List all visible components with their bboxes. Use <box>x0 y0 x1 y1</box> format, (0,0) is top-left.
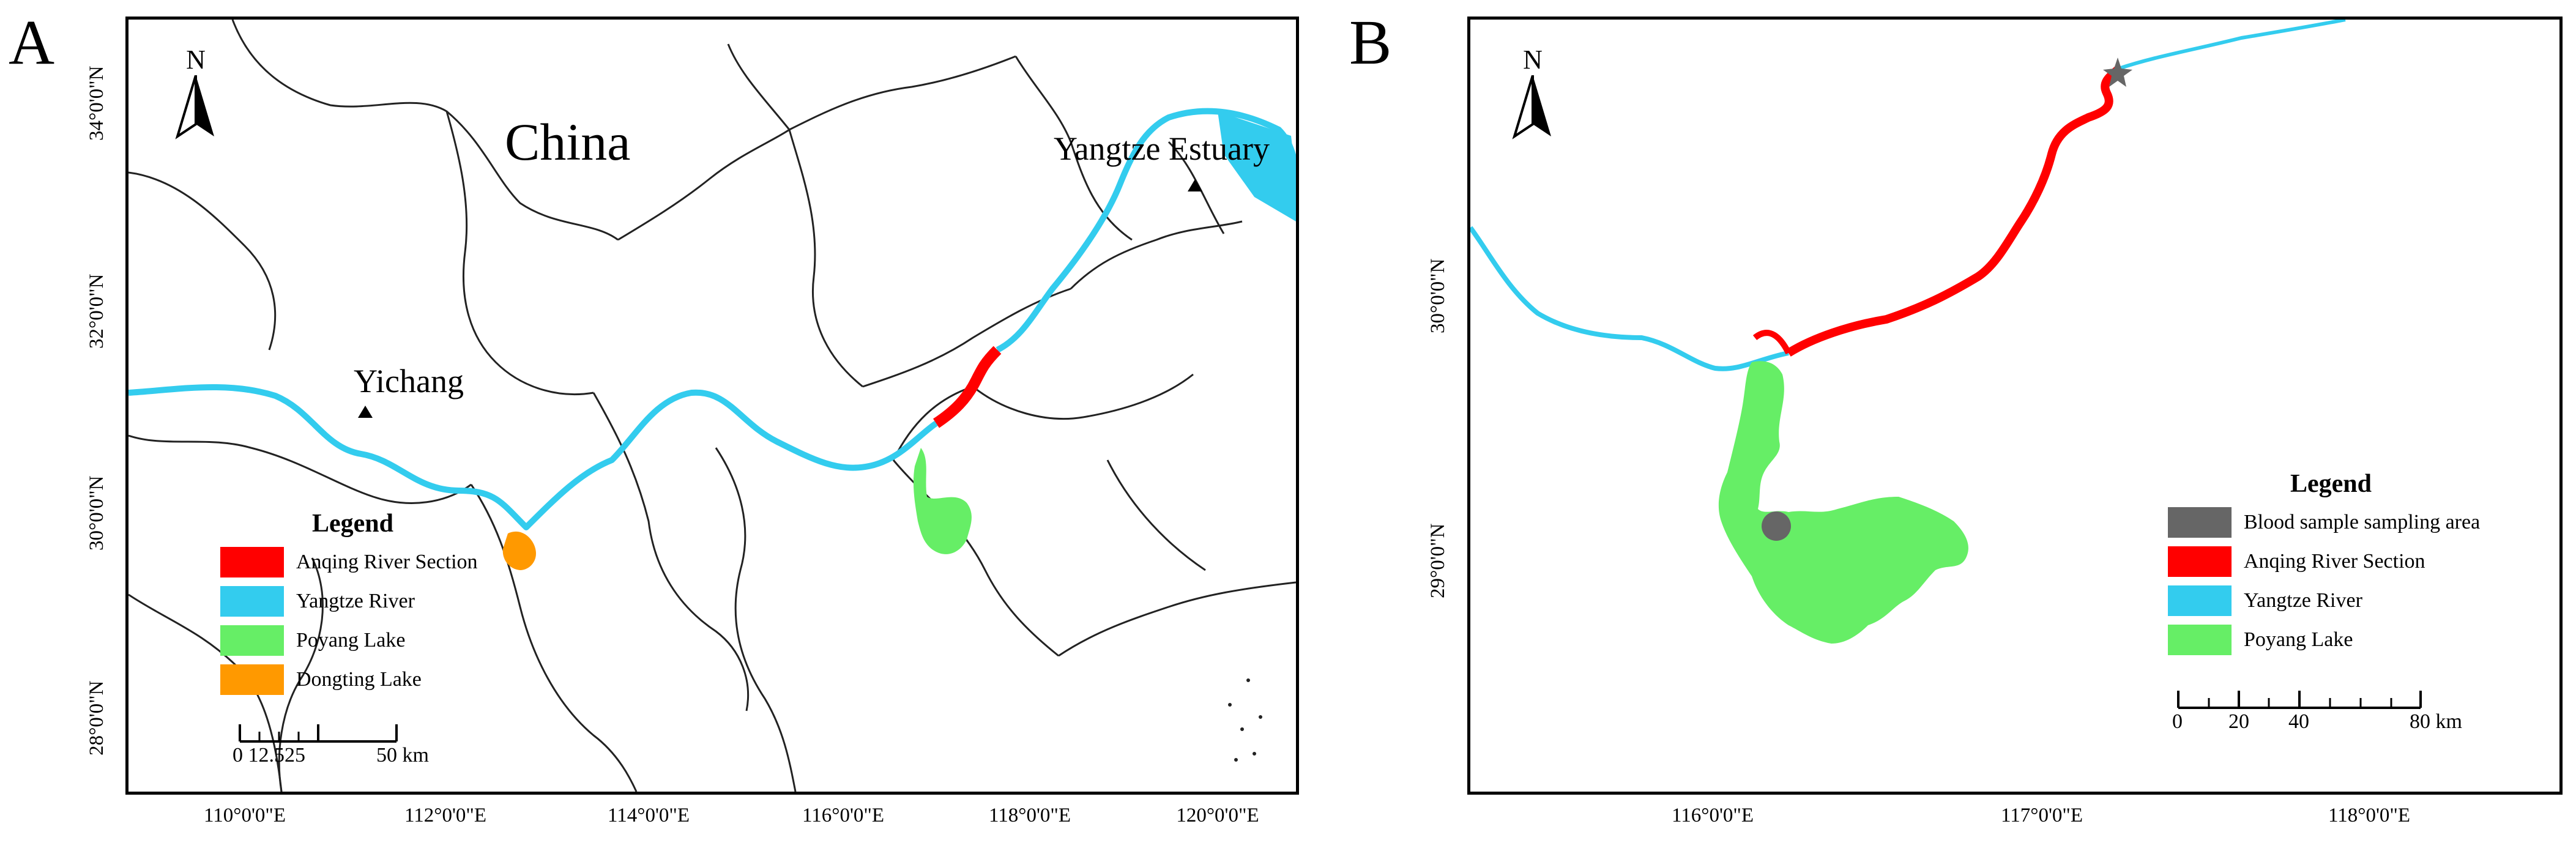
scalebar-a-ticks <box>239 724 398 743</box>
swatch-poyang <box>220 625 284 656</box>
a-y-tick: 32°0'0"N <box>86 273 108 349</box>
china-label: China <box>505 113 631 171</box>
estuary-label: Yangtze Estuary <box>1054 130 1270 167</box>
a-y-tick: 30°0'0"N <box>86 475 108 551</box>
province-boundaries <box>128 20 1296 792</box>
legend-b-label: Poyang Lake <box>2244 628 2353 651</box>
legend-b-row: Yangtze River <box>2168 585 2547 616</box>
legend-a-row: Dongting Lake <box>220 664 502 695</box>
legend-a-label: Anqing River Section <box>296 551 478 573</box>
legend-b-row: Anqing River Section <box>2168 546 2547 577</box>
anqing-branch-b <box>1752 330 1792 355</box>
estuary-a <box>1218 111 1296 221</box>
sampling-star-b <box>2103 58 2132 87</box>
scalebar-a: 0 12.525 50 km <box>233 723 520 768</box>
north-arrow-icon <box>175 75 214 139</box>
b-x-tick: 117°0'0"E <box>2000 804 2083 826</box>
legend-b: Legend Blood sample sampling area Anqing… <box>2168 469 2547 655</box>
a-x-tick: 112°0'0"E <box>404 804 487 826</box>
legend-a-label: Poyang Lake <box>296 629 406 652</box>
legend-a: Legend Anqing River Section Yangtze Rive… <box>220 509 502 695</box>
legend-b-row: Blood sample sampling area <box>2168 507 2547 538</box>
b-y-tick: 29°0'0"N <box>1427 523 1449 598</box>
a-x-tick: 110°0'0"E <box>203 804 286 826</box>
anqing-section-b <box>1786 65 2122 357</box>
swatch-anqing <box>220 547 284 577</box>
b-x-tick: 118°0'0"E <box>2328 804 2411 826</box>
b-y-tick: 30°0'0"N <box>1427 258 1449 333</box>
legend-a-row: Anqing River Section <box>220 547 502 577</box>
swatch-poyang-b <box>2168 625 2232 655</box>
legend-a-label: Yangtze River <box>296 590 415 612</box>
north-arrow-b: N <box>1508 44 1557 143</box>
blood-sampling-dot-b <box>1762 511 1791 541</box>
estuary-marker <box>1188 179 1202 191</box>
yangtze-river-a-east <box>996 108 1296 353</box>
legend-b-row: Poyang Lake <box>2168 625 2547 655</box>
coastal-islands <box>1228 678 1262 762</box>
poyang-lake-b <box>1718 361 1968 644</box>
swatch-yangtze <box>220 586 284 617</box>
north-label-b: N <box>1523 45 1543 75</box>
legend-b-title: Legend <box>2290 470 2372 498</box>
scalebar-a-end-label: 50 km <box>376 744 429 767</box>
b-x-tick: 116°0'0"E <box>1671 804 1754 826</box>
panel-b-map-frame: N Legend Blood sample sampling area Anqi… <box>1467 17 2563 795</box>
yichang-label: Yichang <box>354 363 464 399</box>
legend-a-label: Dongting Lake <box>296 668 422 691</box>
panel-a-letter: A <box>9 7 55 78</box>
swatch-anqing-b <box>2168 546 2232 577</box>
panel-b-map <box>1470 20 2346 644</box>
legend-b-label: Blood sample sampling area <box>2244 511 2481 533</box>
scalebar-b-20: 20 <box>2228 710 2249 733</box>
north-arrow-a: N <box>171 44 220 143</box>
swatch-yangtze-b <box>2168 585 2232 616</box>
swatch-dongting <box>220 664 284 695</box>
legend-a-row: Yangtze River <box>220 586 502 617</box>
north-arrow-b-icon <box>1512 75 1551 139</box>
legend-a-row: Poyang Lake <box>220 625 502 656</box>
a-x-tick: 120°0'0"E <box>1176 804 1259 826</box>
a-y-tick: 28°0'0"N <box>86 680 108 756</box>
yangtze-river-b-west <box>1470 226 1789 371</box>
legend-b-label: Yangtze River <box>2244 589 2362 612</box>
scalebar-b: 0 20 40 80 km <box>2172 689 2495 735</box>
panel-b-letter: B <box>1349 7 1392 78</box>
panel-a-map <box>128 20 1296 792</box>
legend-a-title: Legend <box>312 510 394 538</box>
scalebar-b-0: 0 <box>2172 710 2183 733</box>
scalebar-a-ticks-label: 0 12.525 <box>233 744 305 767</box>
swatch-sampling <box>2168 507 2232 538</box>
yangtze-river-b-east <box>2118 20 2346 70</box>
a-x-tick: 118°0'0"E <box>988 804 1071 826</box>
scalebar-b-ticks <box>2177 691 2422 709</box>
a-x-tick: 116°0'0"E <box>802 804 885 826</box>
north-label-a: N <box>186 45 206 75</box>
a-y-tick: 34°0'0"N <box>86 65 108 141</box>
a-x-tick: 114°0'0"E <box>607 804 690 826</box>
scalebar-b-end: 80 km <box>2410 710 2462 733</box>
legend-b-label: Anqing River Section <box>2244 550 2425 573</box>
panel-a-map-frame: N China Yangtze Estuary Yichang Legend A… <box>125 17 1299 795</box>
yichang-marker <box>358 406 373 418</box>
yangtze-river-a <box>128 384 938 530</box>
anqing-section-a <box>932 346 1002 428</box>
poyang-lake-a <box>913 448 972 554</box>
dongting-lake-a <box>502 531 536 570</box>
scalebar-b-40: 40 <box>2288 710 2309 733</box>
